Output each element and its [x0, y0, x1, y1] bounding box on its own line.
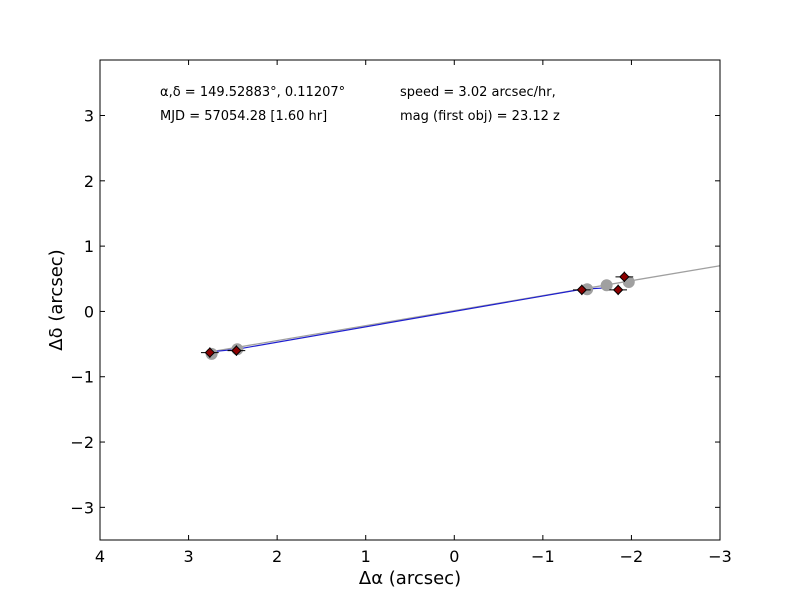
- x-tick-label: 1: [361, 547, 371, 566]
- observed-point: [231, 345, 242, 356]
- y-tick-label: −1: [70, 368, 94, 387]
- observed-point: [576, 284, 588, 296]
- x-tick-label: −2: [620, 547, 644, 566]
- x-tick-label: 2: [272, 547, 282, 566]
- y-tick-label: 2: [84, 172, 94, 191]
- x-axis-title: Δα (arcsec): [359, 568, 461, 589]
- x-tick-label: −3: [708, 547, 732, 566]
- y-tick-label: 0: [84, 302, 94, 321]
- observed-point: [619, 271, 630, 283]
- motion-line: [209, 287, 605, 353]
- observed-point: [612, 284, 624, 296]
- y-tick-label: −2: [70, 433, 94, 452]
- plot-series: [200, 265, 721, 360]
- annotation-mag: mag (first obj) = 23.12 z: [400, 109, 560, 124]
- annotation-coords: α,δ = 149.52883°, 0.11207°: [160, 85, 345, 100]
- fit-line: [206, 265, 721, 354]
- y-tick-label: 1: [84, 237, 94, 256]
- x-tick-label: −1: [531, 547, 555, 566]
- tick-marks: [99, 60, 721, 540]
- predicted-point: [600, 279, 613, 292]
- x-tick-label: 4: [95, 547, 105, 566]
- tick-labels: 4 3 2 1 0 −1 −2 −3 3 2 1 0 −1 −2 −3: [70, 107, 731, 566]
- annotation-mjd: MJD = 57054.28 [1.60 hr]: [160, 109, 327, 124]
- y-axis-title: Δδ (arcsec): [46, 249, 67, 350]
- observed-point: [204, 347, 216, 358]
- x-tick-label: 0: [449, 547, 459, 566]
- annotation-speed: speed = 3.02 arcsec/hr,: [400, 85, 556, 100]
- y-tick-label: −3: [70, 498, 94, 517]
- plot-frame: [99, 59, 721, 541]
- y-tick-label: 3: [84, 107, 94, 126]
- x-tick-label: 3: [183, 547, 193, 566]
